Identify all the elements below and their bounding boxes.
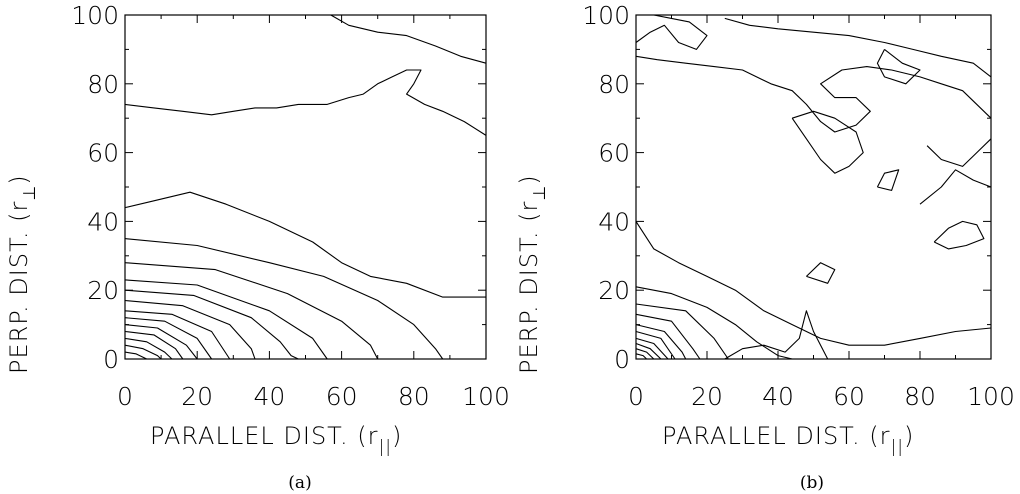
contour-line	[124, 344, 162, 360]
y-tick-label: 20	[598, 276, 630, 305]
x-tick-label: 40	[253, 382, 285, 411]
contour-line	[635, 348, 655, 360]
contour-line	[635, 221, 992, 346]
y-tick-label: 20	[87, 276, 119, 305]
contour-lines-a	[124, 14, 487, 360]
y-tick-label: 60	[87, 139, 119, 168]
y-tick-label: 100	[582, 1, 630, 30]
contour-lines-b	[635, 14, 992, 360]
plot-frame-a	[124, 14, 487, 360]
x-tick-label: 20	[181, 382, 213, 411]
x-tick-label: 80	[398, 382, 430, 411]
contour-line	[933, 220, 985, 250]
y-tick-label: 0	[103, 345, 119, 374]
y-axis-title-a: PERP. DIST. (r⊥)	[5, 174, 40, 374]
contour-line	[330, 14, 487, 64]
contour-line	[635, 55, 992, 133]
y-tick-label: 0	[614, 345, 630, 374]
y-tick-label: 60	[598, 139, 630, 168]
contour-line	[635, 303, 729, 360]
contour-line	[926, 138, 992, 167]
x-tick-label: 80	[904, 382, 936, 411]
contour-line	[124, 69, 487, 136]
contour-line	[919, 169, 992, 205]
contour-line	[635, 330, 676, 360]
contour-line	[724, 310, 829, 360]
ticks-a	[124, 14, 487, 360]
contour-line	[635, 342, 662, 360]
plot-frame-b	[635, 14, 992, 360]
contour-line	[791, 110, 864, 174]
contour-line	[124, 351, 147, 360]
contour-line	[635, 353, 647, 360]
x-axis-title-a: PARALLEL DIST. (r||)	[150, 422, 402, 457]
y-tick-labels-a: 0 20 40 60 80 100	[71, 1, 119, 374]
contour-line	[124, 238, 444, 360]
contour-line	[635, 337, 669, 360]
x-tick-labels-a: 0 20 40 60 80 100	[117, 382, 510, 411]
contour-line	[806, 262, 836, 284]
y-tick-label: 80	[87, 70, 119, 99]
contour-line	[124, 317, 213, 360]
x-tick-label: 0	[628, 382, 644, 411]
contour-line	[635, 286, 793, 360]
contour-line	[724, 17, 992, 78]
y-axis-title-b: PERP. DIST. (r⊥)	[515, 174, 550, 374]
contour-line	[876, 48, 921, 85]
x-tick-label: 40	[762, 382, 794, 411]
contour-line	[635, 313, 701, 360]
contour-line	[635, 14, 708, 50]
x-tick-label: 100	[967, 382, 1015, 411]
contour-line	[124, 279, 328, 360]
contour-line	[124, 191, 486, 298]
y-tick-label: 40	[598, 207, 630, 236]
x-tick-label: 60	[326, 382, 358, 411]
contour-line	[635, 324, 687, 360]
y-tick-label: 100	[71, 1, 119, 30]
x-tick-label: 60	[833, 382, 865, 411]
contour-line	[124, 310, 231, 360]
ticks-b	[635, 14, 992, 360]
y-tick-labels-b: 0 20 40 60 80 100	[582, 1, 630, 374]
y-tick-label: 40	[87, 207, 119, 236]
contour-line	[124, 337, 173, 360]
contour-line	[124, 262, 379, 360]
x-tick-labels-b: 0 20 40 60 80 100	[628, 382, 1015, 411]
y-tick-label: 80	[598, 70, 630, 99]
contour-line	[124, 289, 299, 360]
x-axis-title-b: PARALLEL DIST. (r||)	[662, 422, 914, 457]
contour-line	[124, 324, 198, 360]
panel-caption-a: (a)	[288, 473, 311, 493]
contour-line	[876, 169, 900, 191]
panel-b: 0 20 40 60 80 100 0 20 40 60 80 100 PARALLEL DIST.…	[515, 1, 1015, 493]
contour-line	[124, 299, 256, 360]
x-tick-label: 100	[462, 382, 510, 411]
panel-caption-b: (b)	[800, 473, 824, 493]
contour-line	[124, 330, 184, 360]
x-tick-label: 20	[691, 382, 723, 411]
panel-a: 0 20 40 60 80 100 0 20 40 60 80 100 PARALLEL DIST.…	[5, 1, 510, 493]
x-tick-label: 0	[117, 382, 133, 411]
